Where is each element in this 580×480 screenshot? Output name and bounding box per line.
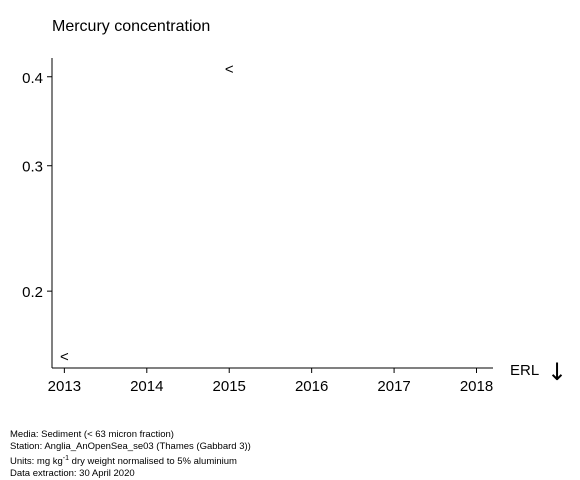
data-point-1: < (60, 348, 69, 365)
reference-label: ERL (510, 362, 539, 379)
footer-media: Media: Sediment (< 63 micron fraction) (10, 429, 174, 440)
y-tick-label-0.3: 0.3 (22, 159, 43, 176)
footer-units: Units: mg kg-1 dry weight normalised to … (10, 455, 237, 468)
reference-level: ERL ↓ (510, 358, 567, 386)
axes (51, 58, 493, 369)
y-tick-label-0.4: 0.4 (22, 70, 43, 87)
reference-arrow: ↓ (547, 358, 567, 386)
x-tick-label-2014: 2014 (130, 378, 163, 395)
data-point-0: < (225, 61, 234, 78)
x-tick-label-2015: 2015 (213, 378, 246, 395)
chart-footer: Media: Sediment (< 63 micron fraction) S… (10, 429, 251, 480)
y-axis-ticks: 0.2 0.3 0.4 (22, 70, 52, 301)
data-points: << (60, 61, 234, 365)
footer-extraction: Data extraction: 30 April 2020 (10, 468, 135, 480)
footer-station: Station: Anglia_AnOpenSea_se03 (Thames (… (10, 441, 251, 452)
x-tick-label-2016: 2016 (295, 378, 328, 395)
chart-title: Mercury concentration (52, 18, 211, 35)
x-tick-label-2013: 2013 (48, 378, 81, 395)
x-tick-label-2017: 2017 (377, 378, 410, 395)
x-tick-label-2018: 2018 (460, 378, 493, 395)
x-axis-ticks: 2013 2014 2015 2016 2017 2018 (48, 368, 493, 395)
y-tick-label-0.2: 0.2 (22, 284, 43, 301)
